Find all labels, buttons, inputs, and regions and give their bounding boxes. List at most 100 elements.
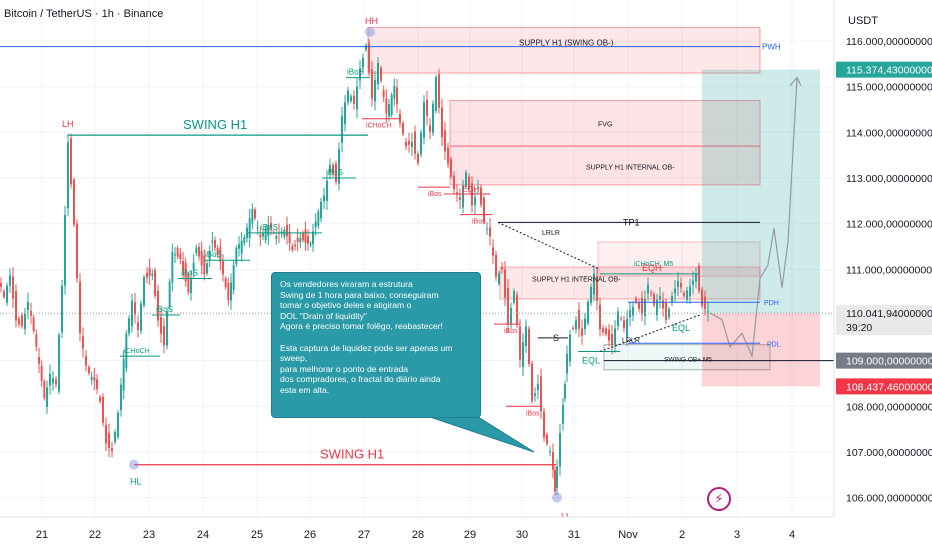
countdown-label: 39:20 (846, 322, 872, 334)
candle-body (259, 234, 262, 237)
candle-body (566, 354, 568, 374)
candle-body (238, 244, 240, 249)
candle-body (362, 57, 364, 68)
hh-marker (365, 26, 375, 37)
candle-body (246, 227, 248, 238)
time-tick-label: 26 (304, 529, 316, 541)
candle-body (641, 298, 643, 314)
ibos-label: iBoS (326, 168, 343, 177)
price-badge (836, 305, 932, 336)
candle-body (122, 359, 125, 391)
candle-body (304, 229, 307, 243)
candle-body (344, 102, 346, 125)
eql-label-2: EQL (672, 323, 690, 333)
candle-body (438, 74, 440, 108)
pwh-label: PWH (762, 43, 781, 52)
candle-body (314, 221, 317, 228)
candle-body (623, 320, 625, 329)
candle-body (420, 132, 422, 155)
zone-fvg (449, 99, 761, 147)
swing-h1-top-label: SWING H1 (183, 117, 247, 132)
candle-body (599, 304, 601, 330)
candle-body (18, 318, 20, 325)
candle-body (459, 197, 461, 200)
candle-body (581, 328, 583, 336)
ibos-red-label: iBos (428, 191, 442, 198)
candle-body (665, 302, 667, 320)
price-badge-label: 115.374,43000000 (846, 65, 932, 77)
candle-body (108, 432, 110, 449)
candle-body (67, 142, 69, 209)
lrlr-line-2 (599, 314, 701, 352)
zone-fvg-label: FVG (598, 121, 612, 128)
candle-body (96, 379, 98, 390)
candle-body (590, 286, 592, 303)
candle-body (441, 107, 443, 138)
candle-body (411, 142, 413, 147)
candle-body (46, 387, 48, 407)
analysis-note[interactable]: Os vendedores viraram a estrutura Swing … (271, 272, 481, 418)
candle-body (85, 355, 87, 366)
tp1-label: TP1 (623, 217, 640, 227)
candle-body (232, 265, 235, 290)
candle-body (347, 90, 349, 103)
time-tick-label: 22 (89, 529, 101, 541)
price-tick-label: 114.000,00000000 (846, 127, 932, 139)
price-badge (836, 61, 932, 78)
candle-body (608, 329, 610, 341)
price-badge (836, 352, 932, 369)
candle-body (492, 247, 494, 256)
time-tick-label: 24 (197, 529, 209, 541)
candle-body (353, 95, 355, 104)
candle-body (677, 280, 679, 287)
candle-body (264, 228, 267, 241)
candle-body (6, 285, 8, 303)
time-tick-label: 29 (464, 529, 476, 541)
projection-path (709, 77, 798, 359)
candle-body (341, 116, 343, 143)
candle-body (275, 236, 278, 239)
time-tick-label: 30 (516, 529, 528, 541)
candle-body (49, 373, 51, 386)
candle-body (190, 277, 192, 294)
candle-body (683, 292, 685, 296)
candle-body (388, 104, 390, 117)
candle-body (256, 227, 259, 229)
candle-body (235, 247, 238, 265)
price-tick-label: 107.000,00000000 (846, 447, 932, 459)
time-tick-label: 31 (568, 529, 580, 541)
candle-body (456, 192, 458, 194)
target-box (702, 69, 820, 314)
ibos-red-label: iBos (504, 328, 518, 335)
candle-body (465, 172, 467, 187)
candle-body (552, 452, 554, 470)
candle-body (120, 384, 122, 411)
flash-icon[interactable]: ⚡ (707, 487, 731, 511)
zone-swing-ob-label: SWING OB+ M5 (664, 356, 712, 363)
candle-body (650, 292, 652, 294)
candle-body (689, 286, 691, 297)
candle-body (371, 69, 373, 99)
price-badge-label: 108.437,46000000 (846, 381, 932, 393)
candle-body (656, 299, 658, 316)
candle-body (522, 342, 524, 367)
s-label: S (553, 333, 559, 343)
candle-body (396, 87, 398, 105)
candle-body (230, 282, 232, 301)
candle-body (474, 197, 476, 206)
candle-body (513, 290, 515, 303)
candle-body (444, 130, 446, 152)
candle-body (480, 187, 482, 205)
ichoch-red-label: iCHoCH (366, 123, 392, 130)
candle-body (626, 318, 628, 338)
lrlr-label: LRLR (542, 230, 560, 237)
candle-body (382, 90, 385, 98)
candle-body (596, 276, 598, 301)
candle-body (291, 245, 294, 250)
candle-body (562, 404, 564, 424)
candle-body (307, 236, 309, 244)
candle-body (408, 140, 410, 145)
candle-body (692, 280, 694, 285)
